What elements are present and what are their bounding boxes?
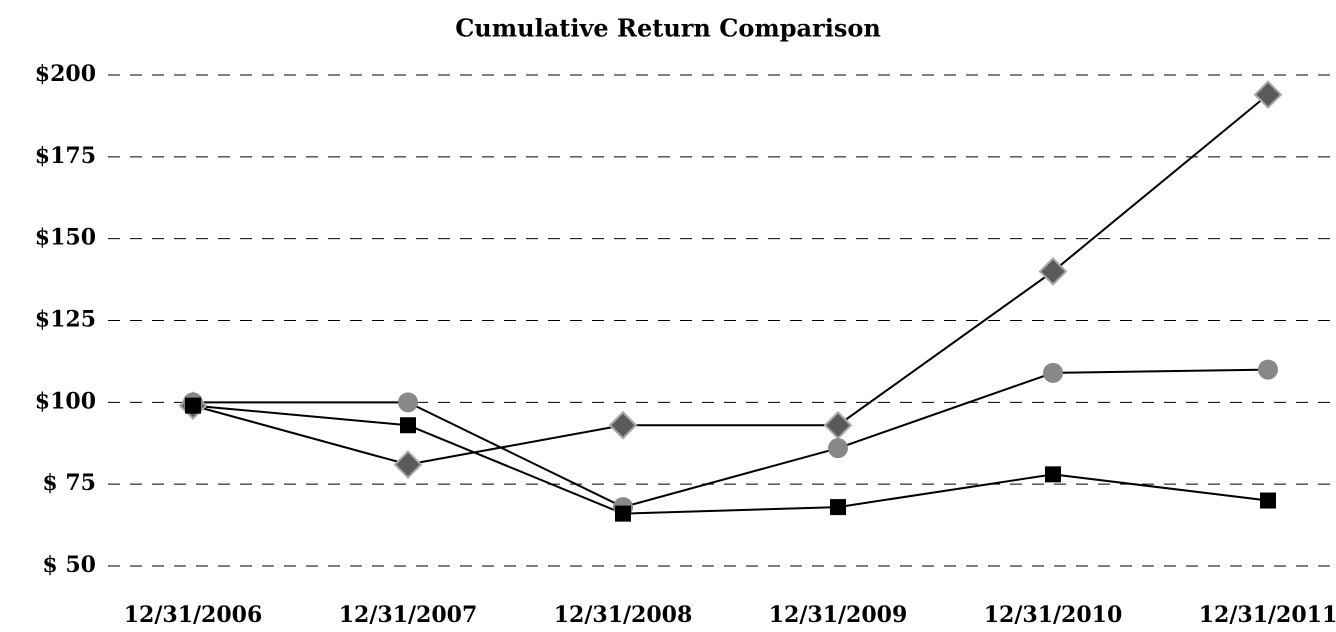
y-tick-label: $200 — [35, 61, 96, 87]
diamond-marker — [823, 410, 853, 440]
square-marker — [185, 397, 201, 414]
series-line — [193, 368, 1269, 509]
square-marker — [1045, 466, 1061, 483]
series-line — [192, 93, 1269, 466]
square-marker — [1260, 492, 1276, 509]
diamond-marker — [393, 450, 423, 479]
x-tick-label: 12/31/2008 — [554, 602, 693, 628]
y-tick-label: $125 — [35, 307, 96, 333]
x-tick-label: 12/31/2010 — [984, 602, 1123, 628]
diamond-marker — [608, 410, 638, 440]
x-tick-label: 12/31/2011 — [1199, 602, 1336, 628]
y-tick-label: $150 — [35, 225, 96, 251]
series-line — [192, 404, 1269, 515]
x-tick-label: 12/31/2006 — [124, 602, 263, 628]
x-tick-label: 12/31/2009 — [769, 602, 908, 628]
square-marker — [830, 499, 846, 516]
chart-title: Cumulative Return Comparison — [455, 14, 881, 43]
circle-marker — [1258, 359, 1278, 380]
diamond-marker — [1253, 80, 1283, 110]
y-tick-label: $175 — [35, 143, 96, 169]
diamond-marker — [1038, 256, 1068, 286]
y-tick-label: $ 50 — [42, 552, 96, 578]
square-marker — [400, 417, 416, 434]
square-marker — [615, 505, 631, 522]
x-tick-label: 12/31/2007 — [339, 602, 478, 628]
y-tick-label: $ 75 — [42, 470, 96, 496]
circle-marker — [398, 392, 418, 413]
y-tick-label: $100 — [35, 388, 96, 414]
circle-marker — [828, 438, 848, 459]
circle-marker — [1043, 362, 1063, 383]
